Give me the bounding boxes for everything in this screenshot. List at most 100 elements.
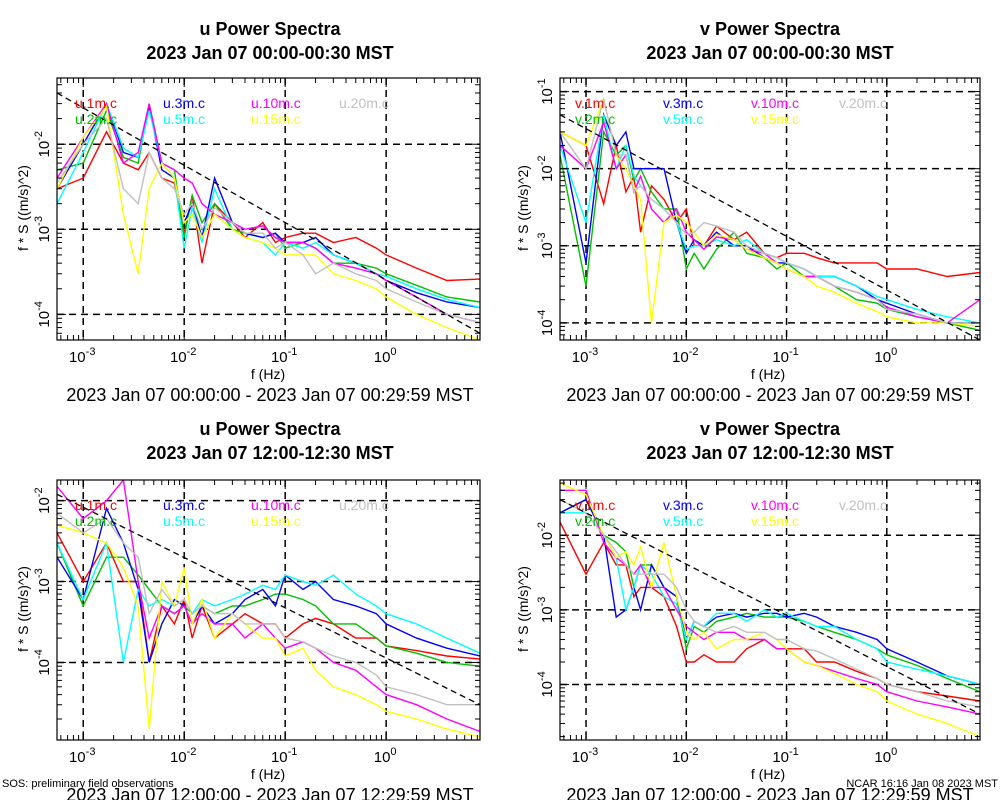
series-line-u-2m-c [57,542,480,667]
series-line-v-20m-c [560,498,980,708]
x-tick-label: 10-3 [572,346,598,366]
y-tick-label: 10-2 [33,487,53,513]
y-tick-label: 10-1 [536,78,556,104]
x-tick-label: 100 [374,346,397,366]
legend-entry-u-2m-c: u.2m.c [75,513,117,529]
x-tick-label: 100 [874,346,897,366]
legend-entry-u-1m-c: u.1m.c [75,497,117,513]
reference-slope-line [57,92,480,334]
chart-panel-3: u Power Spectra 2023 Jan 07 12:00-12:30 M… [15,419,481,800]
y-axis-label: f * S ((m/s)^2) [515,165,531,251]
x-axis-label: f (Hz) [751,366,785,382]
legend-entry-v-5m-c: v.5m.c [663,513,703,529]
series-line-v-2m-c [560,129,980,332]
x-tick-label: 10-2 [170,346,196,366]
chart-title: v Power Spectra [700,19,841,39]
y-tick-label: 10-2 [33,131,53,157]
plot-frame [56,77,481,341]
chart-subtitle: 2023 Jan 07 00:00-00:30 MST [646,43,893,63]
footer-left-note: SOS: preliminary field observations [2,778,174,790]
footer-right-note: NCAR 16:16 Jan 08 2023 MST [846,778,998,790]
y-tick-label: 10-4 [536,310,556,336]
x-axis-label: f (Hz) [251,766,285,782]
x-tick-label: 10-1 [772,746,798,766]
x-tick-label: 10-3 [69,746,95,766]
series-line-u-20m-c [57,512,480,706]
series-line-v-3m-c [560,112,980,324]
legend-entry-v-15m-c: v.15m.c [751,513,799,529]
legend-entry-u-10m-c: u.10m.c [251,95,301,111]
chart-panel-1: u Power Spectra 2023 Jan 07 00:00-00:30 M… [15,19,481,405]
y-tick-label: 10-3 [33,568,53,594]
chart-panel-4: v Power Spectra 2023 Jan 07 12:00-12:30 M… [515,419,981,800]
legend-entry-v-10m-c: v.10m.c [751,497,799,513]
legend-entry-u-2m-c: u.2m.c [75,111,117,127]
legend-entry-u-3m-c: u.3m.c [163,497,205,513]
y-tick-label: 10-3 [536,233,556,259]
x-tick-label: 100 [374,746,397,766]
x-tick-label: 10-2 [672,746,698,766]
chart-subtitle: 2023 Jan 07 12:00-12:30 MST [646,443,893,463]
legend-entry-u-3m-c: u.3m.c [163,95,205,111]
legend-entry-u-10m-c: u.10m.c [251,497,301,513]
legend-entry-v-1m-c: v.1m.c [575,95,615,111]
series-line-v-5m-c [560,512,980,686]
chart-title: u Power Spectra [199,419,341,439]
series-line-v-20m-c [560,98,980,324]
x-tick-label: 10-1 [772,346,798,366]
legend-entry-u-1m-c: u.1m.c [75,95,117,111]
series-line-u-1m-c [57,130,480,282]
x-axis-label: f (Hz) [251,366,285,382]
series-line-v-15m-c [560,482,980,738]
series-group [57,480,480,738]
legend-entry-u-15m-c: u.15m.c [251,111,301,127]
y-tick-label: 10-3 [536,597,556,623]
time-range-label: 2023 Jan 07 00:00:00 - 2023 Jan 07 00:29… [566,385,973,405]
series-line-u-5m-c [57,101,480,309]
legend-entry-u-5m-c: u.5m.c [163,111,205,127]
legend-entry-u-5m-c: u.5m.c [163,513,205,529]
chart-title: v Power Spectra [700,419,841,439]
reference-slope-line [560,499,980,715]
series-line-v-1m-c [560,131,980,278]
y-tick-label: 10-2 [536,522,556,548]
reference-slope-line [560,114,980,340]
y-tick-label: 10-4 [33,301,53,327]
series-line-v-15m-c [560,96,980,328]
chart-panel-2: v Power Spectra 2023 Jan 07 00:00-00:30 M… [515,19,981,405]
x-tick-label: 10-1 [271,346,297,366]
time-range-label: 2023 Jan 07 12:00:00 - 2023 Jan 07 12:29… [566,785,973,800]
series-group [560,96,980,340]
x-tick-label: 10-3 [572,746,598,766]
x-tick-label: 10-1 [271,746,297,766]
y-axis-label: f * S ((m/s)^2) [15,165,31,251]
legend-entry-v-3m-c: v.3m.c [663,95,703,111]
legend-entry-u-15m-c: u.15m.c [251,513,301,529]
legend-entry-v-20m-c: v.20m.c [839,95,887,111]
series-line-u-20m-c [57,117,480,324]
y-axis-label: f * S ((m/s)^2) [15,566,31,652]
legend-entry-u-20m-c: u.20m.c [339,497,389,513]
chart-subtitle: 2023 Jan 07 12:00-12:30 MST [146,443,393,463]
legend-entry-u-20m-c: u.20m.c [339,95,389,111]
time-range-label: 2023 Jan 07 12:00:00 - 2023 Jan 07 12:29… [66,785,473,800]
x-tick-label: 10-2 [672,346,698,366]
plot-frame [56,479,481,741]
y-tick-label: 10-4 [33,649,53,675]
x-tick-label: 10-3 [69,346,95,366]
time-range-label: 2023 Jan 07 00:00:00 - 2023 Jan 07 00:29… [66,385,473,405]
series-line-u-3m-c [57,101,480,309]
series-group [560,482,980,738]
series-line-u-10m-c [57,480,480,733]
series-line-u-3m-c [57,506,480,663]
series-group [57,92,480,340]
series-line-u-15m-c [57,104,480,340]
x-tick-label: 10-2 [170,746,196,766]
x-tick-label: 100 [874,746,897,766]
legend-entry-v-3m-c: v.3m.c [663,497,703,513]
series-line-v-1m-c [560,521,980,702]
y-tick-label: 10-4 [536,671,556,697]
series-line-v-5m-c [560,114,980,324]
legend-entry-v-2m-c: v.2m.c [575,111,615,127]
